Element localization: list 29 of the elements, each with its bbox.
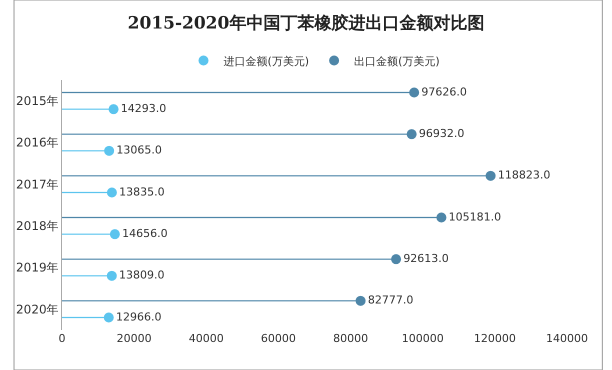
data-label: 82777.0 [368,294,414,307]
data-label: 12966.0 [116,310,162,324]
x-tick-label: 20000 [116,332,152,345]
y-tick-label: 2017年 [16,177,59,192]
data-label: 13065.0 [116,144,162,157]
chart-title: 2015-2020年中国丁苯橡胶进出口金额对比图 [128,14,484,34]
data-label: 97626.0 [421,85,467,98]
y-tick-label: 2015年 [16,94,59,108]
x-tick-label: 80000 [333,332,368,345]
legend-label: 进口金额(万美元) [224,54,310,68]
x-tick-label: 0 [58,332,66,345]
data-label: 13835.0 [119,185,165,198]
x-tick-label: 120000 [474,332,516,345]
data-label: 14656.0 [122,226,168,240]
data-label: 14293.0 [120,102,166,115]
data-label: 118823.0 [498,168,550,182]
data-label: 92613.0 [403,252,449,265]
data-label: 13809.0 [119,268,165,282]
x-tick-label: 140000 [546,332,588,345]
y-tick-label: 2018年 [16,219,59,234]
data-label: 96932.0 [418,126,464,140]
x-tick-label: 60000 [260,332,296,345]
legend-label: 出口金额(万美元) [354,54,440,68]
x-tick-label: 100000 [402,332,444,345]
y-tick-label: 2020年 [16,302,59,316]
y-tick-label: 2019年 [16,260,59,275]
data-label: 105181.0 [448,210,502,224]
x-tick-label: 40000 [188,332,224,345]
y-tick-label: 2016年 [16,136,59,150]
